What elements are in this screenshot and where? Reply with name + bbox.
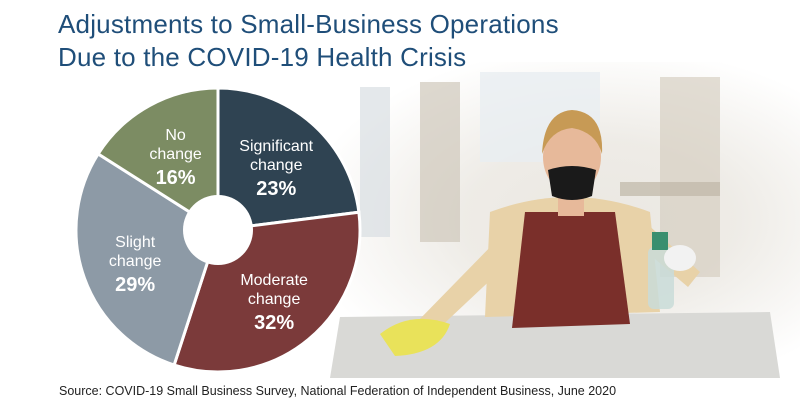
slice-category-text: change bbox=[250, 157, 303, 174]
spray-nozzle bbox=[652, 232, 668, 250]
pie-label-moderate-change: Moderate change 32% bbox=[240, 272, 308, 334]
pie-slice-significant-change bbox=[216, 86, 361, 232]
slice-value-text: 32% bbox=[254, 312, 294, 334]
pie-label-slight-change: Slight change 29% bbox=[109, 234, 162, 296]
photo-illustration bbox=[330, 72, 780, 378]
slice-category-text: Slight bbox=[115, 234, 156, 251]
shelf-middle bbox=[420, 82, 460, 242]
pie-chart-svg: Significant change 23% Moderate change 32% Sli… bbox=[74, 86, 362, 374]
shelf-board bbox=[620, 182, 720, 196]
slice-category-text: change bbox=[149, 146, 202, 163]
cleaning-cloth bbox=[380, 318, 450, 356]
slice-value-text: 23% bbox=[256, 178, 296, 200]
slice-category-text: Moderate bbox=[240, 272, 308, 289]
title-line-1: Adjustments to Small-Business Operations bbox=[58, 9, 559, 39]
person-cleaning-counter-photo bbox=[300, 62, 800, 378]
pie-label-significant-change: Significant change 23% bbox=[239, 138, 313, 200]
slice-value-text: 16% bbox=[156, 167, 196, 189]
left-arm bbox=[415, 237, 515, 334]
right-glove bbox=[664, 245, 696, 271]
shelf-right bbox=[660, 77, 720, 277]
slice-category-text: change bbox=[109, 253, 162, 270]
slice-category-text: Significant bbox=[239, 138, 313, 155]
pie-chart: Significant change 23% Moderate change 32% Sli… bbox=[72, 84, 364, 376]
source-note: Source: COVID-19 Small Business Survey, … bbox=[59, 384, 617, 398]
face-mask bbox=[548, 166, 596, 200]
pie-slice-slight-change bbox=[74, 151, 220, 367]
hair bbox=[542, 110, 603, 154]
pie-label-no-change: No change 16% bbox=[149, 127, 202, 189]
apron bbox=[512, 212, 630, 328]
donut-hole bbox=[183, 195, 253, 265]
chart-title: Adjustments to Small-Business Operations… bbox=[58, 8, 559, 74]
slice-value-text: 29% bbox=[115, 274, 155, 296]
slice-category-text: No bbox=[165, 127, 186, 144]
shelf-left bbox=[360, 87, 390, 237]
pie-slice-no-change bbox=[96, 86, 220, 233]
slice-category-text: change bbox=[248, 291, 301, 308]
